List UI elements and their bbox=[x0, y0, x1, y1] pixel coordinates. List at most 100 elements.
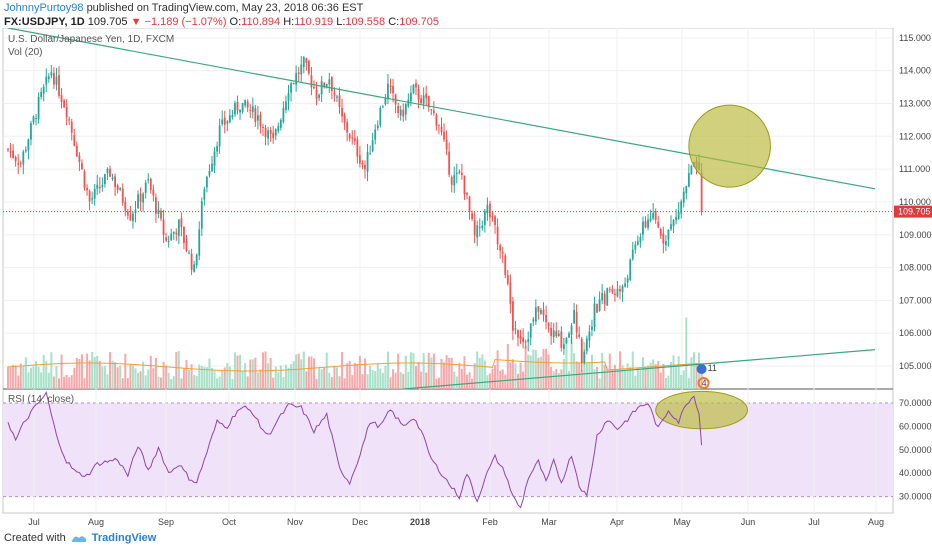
low-value: 109.558 bbox=[345, 16, 386, 28]
candle-body bbox=[267, 130, 269, 139]
candle-body bbox=[568, 333, 570, 338]
candle-body bbox=[575, 311, 578, 333]
volume-bar bbox=[106, 374, 109, 389]
volume-bar bbox=[116, 367, 119, 389]
rsi-highlight-ellipse bbox=[655, 390, 748, 430]
candle-body bbox=[111, 177, 114, 180]
candle-body bbox=[257, 115, 259, 121]
volume-bar bbox=[211, 367, 213, 389]
volume-bar bbox=[119, 365, 122, 389]
price-axis-label: 109.000 bbox=[899, 230, 932, 240]
candle-body bbox=[489, 203, 491, 218]
candle-body bbox=[24, 149, 27, 152]
price-axis-label: 114.000 bbox=[899, 66, 931, 76]
candle-body bbox=[432, 110, 435, 114]
candle-body bbox=[366, 152, 369, 172]
volume-bar bbox=[251, 359, 254, 389]
candle-body bbox=[680, 201, 683, 214]
price-axis-label: 107.000 bbox=[899, 295, 932, 305]
volume-bar bbox=[269, 357, 272, 389]
candle-body bbox=[685, 185, 688, 194]
volume-bar bbox=[483, 360, 486, 389]
volume-bar bbox=[348, 361, 351, 389]
candle-body bbox=[231, 115, 234, 118]
candle-body bbox=[160, 210, 162, 219]
volume-bar bbox=[562, 358, 565, 389]
volume-bar bbox=[585, 363, 588, 389]
price-axis-label: 105.000 bbox=[899, 361, 932, 371]
time-axis-label: Aug bbox=[868, 517, 884, 527]
tradingview-brand-link[interactable]: TradingView bbox=[91, 532, 157, 544]
volume-bar bbox=[188, 369, 191, 389]
candle-body bbox=[223, 117, 226, 125]
volume-bar bbox=[320, 369, 323, 389]
candle-body bbox=[17, 163, 20, 165]
candle-body bbox=[376, 125, 379, 129]
created-with-text: Created with bbox=[4, 532, 66, 544]
volume-bar bbox=[672, 355, 675, 389]
volume-bar bbox=[557, 373, 560, 389]
volume-bar bbox=[60, 354, 63, 389]
author-link[interactable]: JohnnyPurtoy98 bbox=[4, 2, 84, 14]
volume-bar bbox=[619, 351, 621, 389]
candle-body bbox=[473, 220, 476, 236]
last-price: 109.705 bbox=[87, 16, 128, 28]
candle-body bbox=[476, 225, 479, 238]
volume-bar bbox=[45, 361, 48, 389]
volume-bar bbox=[315, 378, 318, 389]
candle-body bbox=[675, 216, 677, 221]
candle-body bbox=[323, 83, 326, 87]
candle-body bbox=[529, 323, 532, 338]
volume-bar bbox=[402, 373, 405, 389]
volume-bar bbox=[40, 372, 43, 389]
volume-bar bbox=[629, 367, 632, 389]
candle-body bbox=[614, 293, 616, 296]
candle-body bbox=[591, 326, 593, 331]
candle-body bbox=[22, 151, 25, 165]
volume-bar bbox=[468, 372, 471, 389]
candle-body bbox=[700, 172, 703, 212]
candle-body bbox=[12, 150, 14, 158]
volume-bar bbox=[37, 366, 40, 389]
volume-bar bbox=[131, 365, 134, 389]
candle-body bbox=[601, 293, 604, 301]
candle-body bbox=[249, 109, 252, 112]
volume-bar bbox=[509, 362, 512, 389]
volume-bar bbox=[80, 354, 83, 389]
candle-body bbox=[537, 306, 540, 312]
volume-bar bbox=[374, 371, 377, 389]
rsi-axis-label: 50.0000 bbox=[899, 445, 932, 455]
volume-bar bbox=[129, 363, 132, 389]
candle-body bbox=[282, 108, 285, 122]
volume-bar bbox=[356, 363, 359, 389]
time-axis-label: Mar bbox=[541, 517, 557, 527]
candle-body bbox=[670, 224, 672, 230]
candle-body bbox=[550, 327, 553, 337]
candle-body bbox=[75, 145, 78, 157]
candle-body bbox=[172, 231, 175, 234]
candle-body bbox=[616, 288, 619, 297]
volume-bar bbox=[539, 356, 542, 389]
volume-bar bbox=[35, 360, 38, 389]
time-axis-label: Jul bbox=[28, 517, 40, 527]
candle-body bbox=[216, 145, 218, 152]
price-axis-label: 113.000 bbox=[899, 98, 931, 108]
volume-bar bbox=[639, 369, 642, 389]
candle-body bbox=[389, 85, 392, 87]
high-label: H: bbox=[283, 16, 295, 28]
volume-bar bbox=[284, 364, 287, 389]
volume-bar bbox=[114, 362, 117, 389]
candle-body bbox=[639, 237, 642, 243]
event-count-label: 4 bbox=[702, 378, 707, 388]
candle-body bbox=[682, 191, 685, 203]
candle-body bbox=[501, 252, 504, 254]
time-axis-label: Sep bbox=[158, 517, 174, 527]
earnings-marker-icon bbox=[697, 377, 710, 389]
candle-body bbox=[517, 329, 519, 338]
candle-body bbox=[93, 188, 96, 199]
volume-bar bbox=[152, 368, 155, 389]
candle-body bbox=[356, 139, 359, 157]
chart-area[interactable]: 114 115.000114.000113.000112.000111.0001… bbox=[0, 28, 932, 528]
candle-body bbox=[139, 193, 142, 202]
volume-bar bbox=[532, 349, 535, 389]
